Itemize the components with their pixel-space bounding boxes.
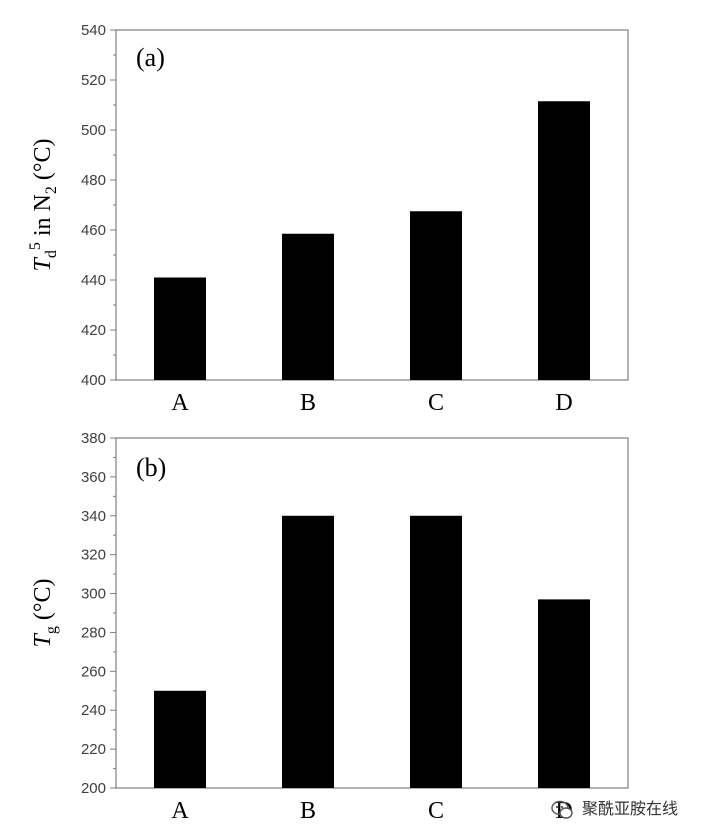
y-tick-label-b-6: 320 <box>81 547 106 564</box>
y-axis-label-a-rest-sub: 2 <box>43 186 60 194</box>
bar-a-C <box>410 211 462 380</box>
y-tick-label-a-0: 400 <box>81 372 106 389</box>
y-tick-label-b-9: 380 <box>81 430 106 447</box>
bar-a-D <box>538 101 590 380</box>
bars-b <box>154 515 590 788</box>
x-tick-label-a-B: B <box>300 390 316 416</box>
y-tick-label-a-3: 460 <box>81 222 106 239</box>
x-tick-label-a-D: D <box>555 390 572 416</box>
x-tick-label-b-C: C <box>428 798 444 824</box>
x-tick-label-b-A: A <box>171 798 189 824</box>
panel-tag-a: (a) <box>136 43 165 72</box>
y-axis-label-b-unit: (°C) <box>30 579 56 627</box>
bar-b-B <box>282 515 334 788</box>
watermark: 聚酰亚胺在线 <box>551 799 678 819</box>
y-axis-label-a-unit: (°C) <box>30 139 56 187</box>
x-tick-label-a-A: A <box>171 390 189 416</box>
y-tick-label-b-0: 200 <box>81 780 106 797</box>
wechat-icon <box>551 800 573 819</box>
watermark-text: 聚酰亚胺在线 <box>582 799 678 818</box>
y-axis-label-a: Td5 in N2 (°C) <box>27 139 60 272</box>
y-axis-label-a-sup: 5 <box>27 242 44 250</box>
y-axis-label-a-main: T <box>30 256 56 271</box>
y-tick-label-a-2: 440 <box>81 272 106 289</box>
y-tick-label-a-1: 420 <box>81 322 106 339</box>
y-tick-label-b-5: 300 <box>81 586 106 603</box>
y-tick-label-a-4: 480 <box>81 172 106 189</box>
bar-b-D <box>538 599 590 788</box>
chart-panel-a: 400 420 440 460 480 500 520 540 A B C D (a) Td5 in… <box>27 22 629 416</box>
x-tick-label-a-C: C <box>428 390 444 416</box>
y-axis-label-a-rest: in N <box>30 194 56 242</box>
bar-b-A <box>154 690 206 788</box>
y-tick-label-b-1: 220 <box>81 741 106 758</box>
y-tick-label-a-7: 540 <box>81 22 106 39</box>
y-tick-label-b-2: 240 <box>81 702 106 719</box>
y-ticks-b: 200 220 240 260 280 300 320 340 360 380 <box>81 430 116 797</box>
y-tick-label-b-8: 360 <box>81 469 106 486</box>
y-tick-label-b-4: 280 <box>81 624 106 641</box>
y-axis-label-b: Tg (°C) <box>30 579 60 648</box>
x-tick-labels-a: A B C D <box>171 390 572 416</box>
y-tick-label-b-7: 340 <box>81 508 106 525</box>
bar-a-A <box>154 277 206 380</box>
y-axis-label-b-sub: g <box>43 626 60 634</box>
bar-b-C <box>410 515 462 788</box>
y-tick-label-a-6: 520 <box>81 72 106 89</box>
y-axis-label-b-main: T <box>30 632 56 647</box>
y-tick-label-b-3: 260 <box>81 663 106 680</box>
y-tick-label-a-5: 500 <box>81 122 106 139</box>
panel-tag-b: (b) <box>136 453 166 482</box>
bars-a <box>154 101 590 380</box>
bar-a-B <box>282 233 334 380</box>
y-axis-label-a-sub: d <box>43 250 60 258</box>
y-ticks-a: 400 420 440 460 480 500 520 540 <box>81 22 116 389</box>
x-tick-label-b-B: B <box>300 798 316 824</box>
